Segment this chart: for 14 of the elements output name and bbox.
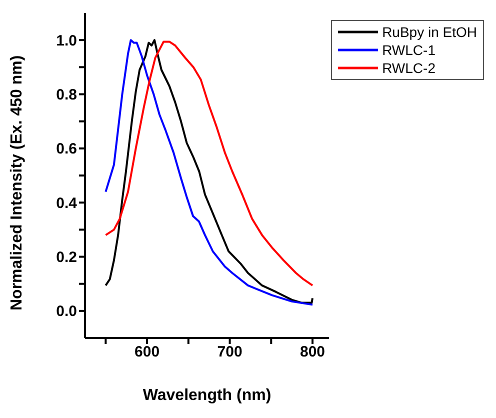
y-tick-label: 0.2 [56,249,77,266]
x-tick-label: 700 [217,344,242,361]
legend-label: RWLC-1 [382,41,436,59]
y-tick-label: 0.4 [56,194,78,212]
legend-label: RWLC-2 [382,59,436,77]
y-tick-label: 0.6 [56,140,77,158]
x-axis-title: Wavelength (nm) [142,387,272,404]
y-tick-label: 0.0 [56,303,77,320]
legend-label: RuBpy in EtOH [382,23,477,41]
x-tick-label: 800 [300,344,326,361]
y-tick-label: 0.8 [56,86,77,104]
y-tick-label: 1.0 [56,32,77,50]
y-axis-title: Normalized Intensity (Ex. 450 nm) [8,55,26,310]
x-tick-label: 600 [134,344,160,361]
